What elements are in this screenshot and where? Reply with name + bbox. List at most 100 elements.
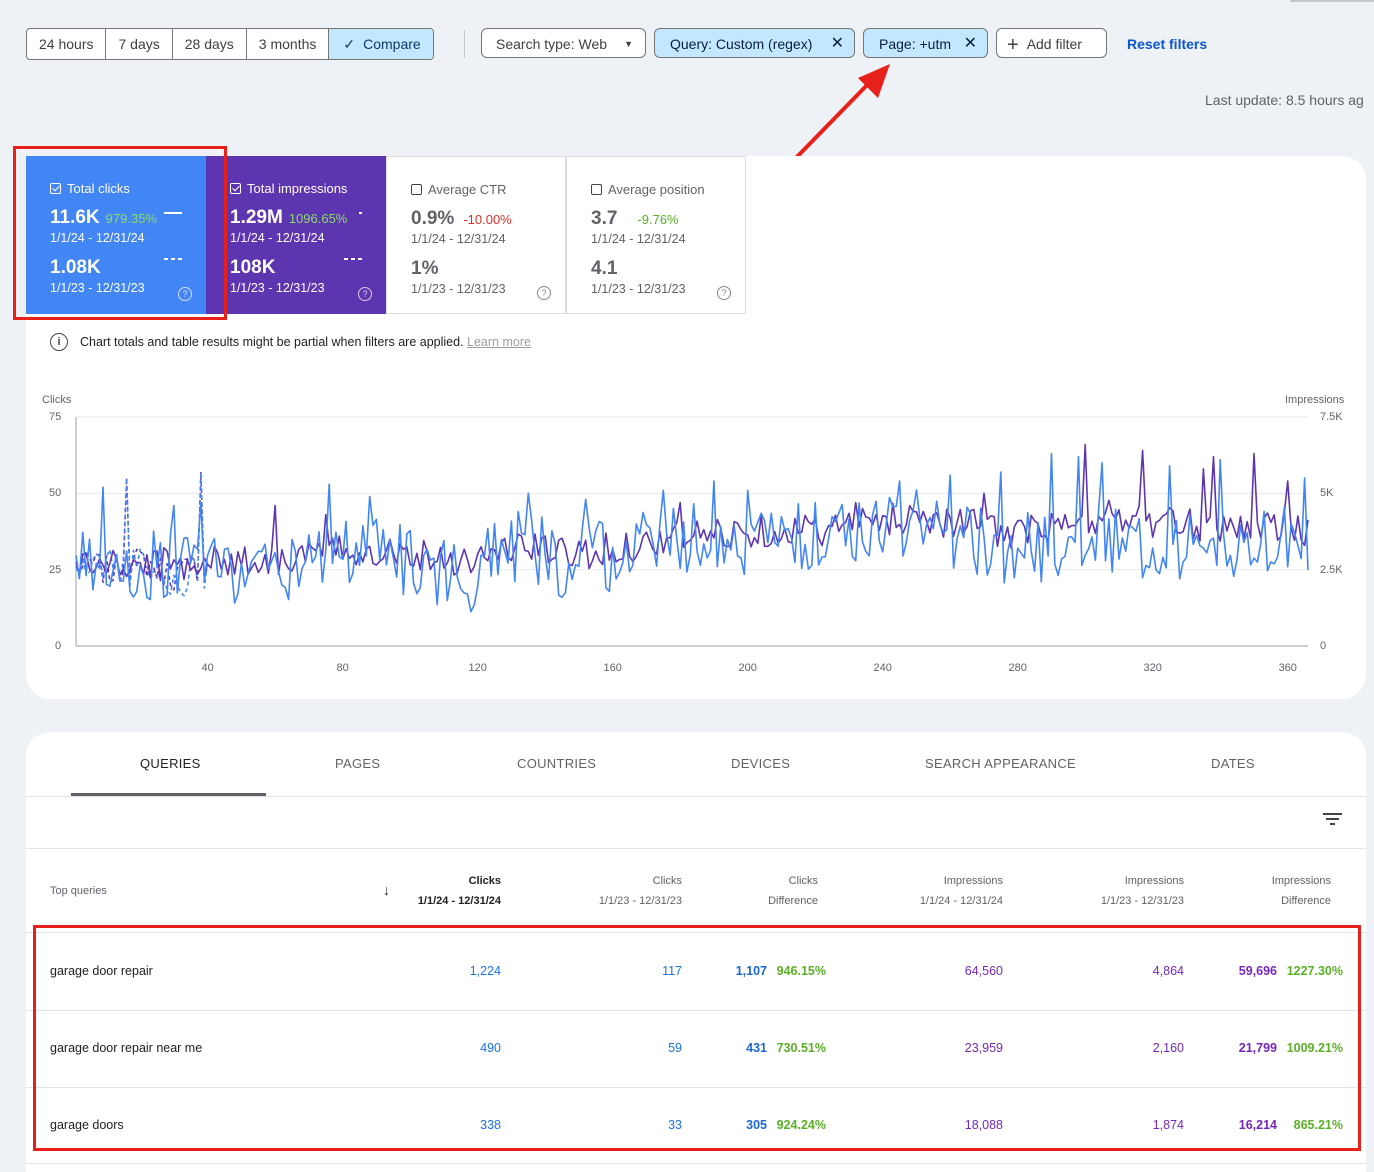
- header-clicks-2024[interactable]: Clicks 1/1/24 - 12/31/24: [380, 871, 501, 911]
- tab-dates[interactable]: DATES: [1211, 756, 1255, 771]
- reset-filters-link[interactable]: Reset filters: [1127, 36, 1208, 52]
- header-impressions-2023[interactable]: Impressions 1/1/23 - 12/31/23: [1060, 871, 1184, 911]
- clicks-2023-cell: 33: [668, 1118, 682, 1132]
- tab-devices[interactable]: DEVICES: [731, 756, 791, 771]
- add-filter-button[interactable]: + Add filter: [996, 28, 1107, 58]
- row-divider: [26, 1010, 1366, 1011]
- checkbox-icon[interactable]: [50, 182, 61, 194]
- close-icon[interactable]: ✕: [963, 35, 977, 52]
- metric-value: 3.7: [591, 208, 618, 229]
- clicks-line: [75, 452, 1309, 613]
- clicks-pct-cell: 946.15%: [776, 964, 826, 978]
- header-clicks-difference[interactable]: Clicks Difference: [700, 871, 818, 911]
- clicks-pct-cell: 730.51%: [776, 1041, 826, 1055]
- page-filter-label: Page: +utm: [879, 36, 951, 52]
- annotation-box-rows: [33, 925, 1361, 1151]
- learn-more-link[interactable]: Learn more: [467, 335, 531, 349]
- metric-label: Average position: [608, 181, 705, 197]
- impressions-2023-cell: 2,160: [1152, 1041, 1184, 1055]
- help-icon[interactable]: ?: [717, 286, 731, 300]
- metric-value: 0.9%: [411, 208, 455, 229]
- query-filter-chip[interactable]: Query: Custom (regex) ✕: [654, 28, 855, 58]
- checkbox-icon[interactable]: [591, 183, 602, 195]
- metric-value-previous: 4.1: [591, 258, 618, 279]
- clicks-pct-cell: 924.24%: [776, 1118, 826, 1132]
- x-tick-label: 320: [1144, 662, 1162, 674]
- metric-total-impressions[interactable]: Total impressions 1.29M 1096.65% 1/1/24 -…: [206, 156, 386, 314]
- metric-value: 1.29M: [230, 207, 283, 228]
- clicks-2023-line: [75, 471, 209, 597]
- metric-range-previous: 1/1/23 - 12/31/23: [230, 281, 325, 295]
- dashed-legend-line: [164, 258, 182, 260]
- header-sub: 1/1/23 - 12/31/23: [598, 895, 682, 907]
- last-update-text: Last update: 8.5 hours ag: [1205, 92, 1364, 108]
- range-7-days[interactable]: 7 days: [106, 29, 173, 59]
- filter-rows-icon[interactable]: [1322, 810, 1344, 828]
- top-rule: [1290, 0, 1374, 2]
- metric-average-position[interactable]: Average position 3.7 -9.76% 1/1/24 - 12/3…: [566, 156, 746, 314]
- partial-results-notice: i Chart totals and table results might b…: [50, 333, 531, 351]
- x-tick-label: 120: [468, 662, 486, 674]
- left-tick: 75: [49, 411, 62, 423]
- checkbox-icon[interactable]: [230, 182, 241, 194]
- metric-change: 979.35%: [105, 211, 157, 226]
- right-axis-title: Impressions: [1285, 394, 1345, 406]
- header-title: Clicks: [788, 875, 818, 887]
- impressions-line: [75, 443, 1309, 582]
- help-icon[interactable]: ?: [358, 287, 372, 301]
- clicks-2023-cell: 59: [668, 1041, 682, 1055]
- date-range-selector: 24 hours 7 days 28 days 3 months ✓ Compar…: [26, 28, 434, 60]
- row-divider: [26, 1087, 1366, 1088]
- dropdown-arrow-icon: ▼: [624, 39, 633, 49]
- help-icon[interactable]: ?: [178, 287, 192, 301]
- notice-text: Chart totals and table results might be …: [80, 335, 464, 349]
- tab-pages[interactable]: PAGES: [335, 756, 381, 771]
- help-icon[interactable]: ?: [537, 286, 551, 300]
- impressions-2023-cell: 4,864: [1152, 964, 1184, 978]
- metric-range-current: 1/1/24 - 12/31/24: [591, 232, 686, 246]
- metric-range-previous: 1/1/23 - 12/31/23: [591, 282, 686, 296]
- tab-countries[interactable]: COUNTRIES: [517, 756, 597, 771]
- header-title: Clicks: [652, 875, 682, 887]
- close-icon[interactable]: ✕: [830, 35, 844, 52]
- plus-icon: +: [1007, 34, 1019, 56]
- tab-search-appearance[interactable]: SEARCH APPEARANCE: [925, 756, 1077, 771]
- impressions-pct-cell: 1009.21%: [1286, 1041, 1343, 1055]
- range-24-hours[interactable]: 24 hours: [27, 29, 107, 59]
- metric-total-clicks[interactable]: Total clicks 11.6K 979.35% 1/1/24 - 12/31…: [26, 156, 206, 314]
- x-tick-label: 80: [337, 662, 349, 674]
- header-clicks-2023[interactable]: Clicks 1/1/23 - 12/31/23: [560, 871, 682, 911]
- header-sub: 1/1/23 - 12/31/23: [1100, 895, 1184, 907]
- query-cell: garage door repair near me: [50, 1041, 203, 1055]
- tab-queries[interactable]: QUERIES: [140, 756, 201, 771]
- range-28-days[interactable]: 28 days: [173, 29, 247, 59]
- annotation-arrow: [788, 64, 890, 166]
- metric-range-current: 1/1/24 - 12/31/24: [411, 232, 506, 246]
- header-title: Clicks: [468, 875, 501, 887]
- clicks-2024-cell: 490: [480, 1041, 501, 1055]
- page-filter-chip[interactable]: Page: +utm ✕: [863, 28, 988, 58]
- sort-arrow-icon[interactable]: ↓: [383, 882, 390, 898]
- x-tick-label: 280: [1009, 662, 1027, 674]
- header-impressions-2024[interactable]: Impressions 1/1/24 - 12/31/24: [880, 871, 1003, 911]
- metric-average-ctr[interactable]: Average CTR 0.9% -10.00% 1/1/24 - 12/31/2…: [386, 156, 566, 314]
- toolbar-divider: [26, 848, 1366, 849]
- left-tick: 25: [49, 564, 62, 576]
- solid-legend-line: [359, 212, 362, 214]
- check-icon: ✓: [343, 36, 356, 52]
- solid-legend-line: [164, 212, 182, 214]
- header-impressions-difference[interactable]: Impressions Difference: [1210, 871, 1331, 911]
- x-tick-label: 160: [603, 662, 621, 674]
- left-axis-title: Clicks: [42, 394, 72, 406]
- compare-button[interactable]: ✓ Compare: [329, 29, 433, 59]
- header-title: Impressions: [1271, 875, 1331, 887]
- metric-change: -10.00%: [463, 212, 512, 227]
- header-top-queries[interactable]: Top queries: [50, 885, 107, 897]
- metric-value: 11.6K: [50, 207, 100, 228]
- header-sub: 1/1/24 - 12/31/24: [417, 895, 501, 907]
- clicks-impressions-chart[interactable]: 40 80 120 160 200 240 280 320 360: [0, 0, 1374, 700]
- search-type-label: Search type: Web: [496, 36, 608, 52]
- checkbox-icon[interactable]: [411, 183, 422, 195]
- search-type-dropdown[interactable]: Search type: Web ▼: [481, 28, 646, 58]
- range-3-months[interactable]: 3 months: [247, 29, 330, 59]
